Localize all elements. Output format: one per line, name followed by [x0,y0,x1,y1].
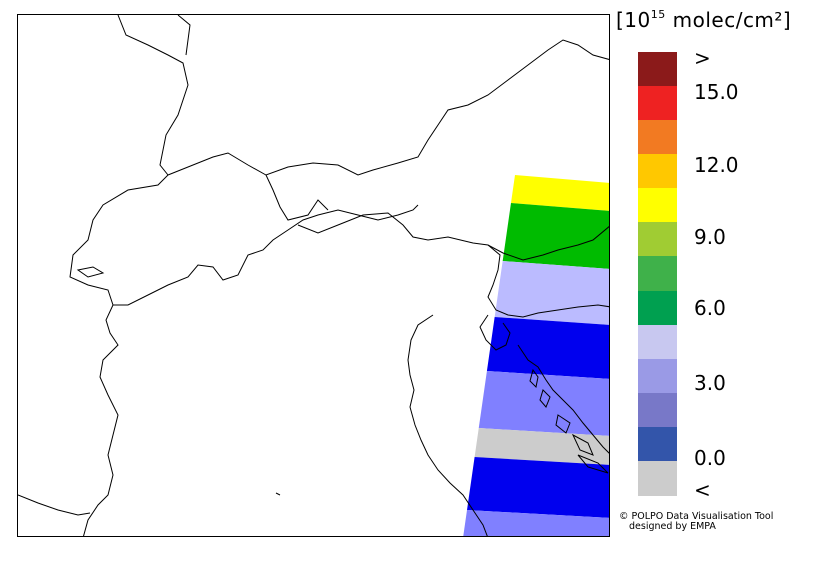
swath-band [463,510,609,536]
border-austria-italy [297,212,609,261]
border-slovenia [487,244,609,318]
unit-label: [1015 molec/cm²] [616,8,791,32]
legend-color-box [638,154,677,190]
satellite-swath [463,175,609,536]
coast-italy-east [407,314,488,536]
legend-color-box [638,358,677,394]
legend-label: 6.0 [694,296,726,320]
legend-color-box [638,256,677,292]
legend-color-box [638,392,677,428]
coast-ligurian [18,494,91,516]
legend-label: 12.0 [694,153,739,177]
coast-istria [479,314,511,351]
legend-color-box [638,324,677,360]
legend-label: 3.0 [694,371,726,395]
island-elba [275,492,281,496]
border-liechtenstein [265,174,329,221]
islands-croatia-2 [539,389,551,408]
legend-color-box [638,52,677,87]
legend-color-box [638,222,677,258]
islands-croatia-4 [571,433,594,456]
color-legend [638,52,677,496]
islands-croatia-5 [577,454,609,474]
legend-label: > [694,46,711,70]
swath-band [478,371,609,436]
swath-band [486,317,609,379]
legend-label: 9.0 [694,225,726,249]
swath-band [494,261,609,325]
swath-band [510,175,609,211]
legend-color-box [638,460,677,496]
legend-color-box [638,426,677,462]
legend-label: 15.0 [694,80,739,104]
lake-geneva [76,266,105,278]
swath-band [474,428,609,465]
islands-croatia-1 [529,368,539,389]
unit-exponent: 15 [650,8,666,21]
credit: © POLPO Data Visualisation Tool designed… [619,512,773,532]
border-germany-south [167,39,609,176]
legend-color-box [638,290,677,326]
border-germany-west [177,15,191,56]
border-france-north [117,15,189,176]
border-switzerland [69,174,419,306]
credit-line-2: designed by EMPA [629,521,716,532]
unit-prefix: [10 [616,8,651,32]
map-frame [17,14,610,537]
legend-color-box [638,86,677,122]
islands-croatia-3 [555,414,571,434]
legend-label: 0.0 [694,446,726,470]
swath-band [467,457,609,518]
border-france-italy [83,304,119,536]
coast-croatia [517,344,609,454]
credit-line-1: © POLPO Data Visualisation Tool [619,511,774,522]
map-svg [18,15,609,536]
legend-label: < [694,478,711,502]
swath-band [502,203,609,269]
legend-color-box [638,188,677,224]
unit-suffix: molec/cm²] [665,8,792,32]
legend-color-box [638,120,677,156]
country-borders [18,15,609,536]
